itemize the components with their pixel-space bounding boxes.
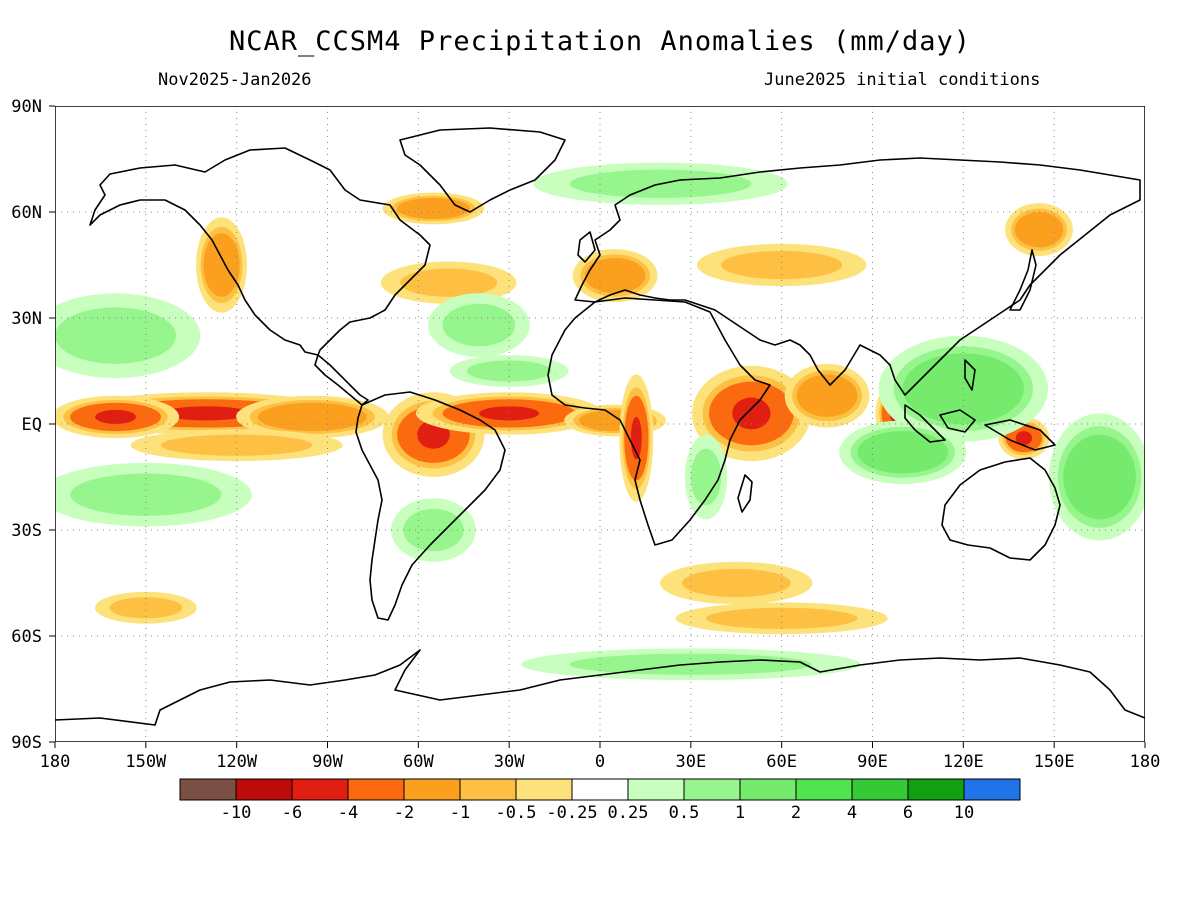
- coastline-madagascar: [737, 474, 753, 513]
- legend-color-box: [459, 778, 517, 801]
- legend-color-box: [235, 778, 293, 801]
- anomaly-region: [659, 561, 813, 605]
- legend-label: -10: [221, 803, 252, 823]
- legend-color-box: [907, 778, 965, 801]
- anomaly-region: [675, 602, 888, 635]
- legend-label: -2: [394, 803, 414, 823]
- longitude-label: 180: [40, 752, 71, 772]
- anomaly-region: [382, 192, 485, 225]
- legend-color-box: [515, 778, 573, 801]
- anomaly-region: [839, 420, 967, 485]
- anomaly-region: [692, 365, 811, 462]
- anomaly-region: [55, 293, 201, 379]
- longitude-label: 0: [595, 752, 605, 772]
- legend-label: -0.5: [496, 803, 537, 823]
- legend-label: -6: [282, 803, 302, 823]
- anomaly-region: [380, 261, 517, 304]
- latitude-label: 60N: [11, 203, 42, 223]
- latitude-label: 60S: [11, 627, 42, 647]
- coastline-central-america: [314, 354, 369, 406]
- longitude-label: 150E: [1034, 752, 1075, 772]
- anomaly-region: [784, 363, 870, 428]
- anomaly-region: [619, 374, 654, 502]
- legend-label: -4: [338, 803, 358, 823]
- coastline-eurasia: [574, 157, 1141, 396]
- anomaly-region: [1048, 413, 1145, 541]
- legend-color-box: [739, 778, 797, 801]
- latitude-label: 90S: [11, 733, 42, 753]
- legend-color-box: [291, 778, 349, 801]
- legend-color-box: [627, 778, 685, 801]
- latitude-labels: 90N 60N 30N EQ 30S 60S 90S: [11, 97, 55, 753]
- coastline-japan: [1009, 249, 1037, 311]
- forecast-period-label: Nov2025-Jan2026: [158, 70, 312, 90]
- legend-labels: -10 -6 -4 -2 -1 -0.5 -0.25 0.25 0.5 1 2 4 6 10: [221, 803, 975, 823]
- legend-color-box: [963, 778, 1021, 801]
- legend-label: 4: [847, 803, 857, 823]
- coastline-greenland: [399, 127, 566, 213]
- longitude-label: 90E: [857, 752, 888, 772]
- legend-label: 0.25: [608, 803, 649, 823]
- legend-color-box: [683, 778, 741, 801]
- anomaly-fields: [55, 162, 1145, 681]
- coastline-north-america: [89, 147, 431, 356]
- legend-color-box: [795, 778, 853, 801]
- latitude-label: 30N: [11, 309, 42, 329]
- anomaly-region: [415, 392, 603, 435]
- gridlines: [55, 106, 1145, 742]
- legend-label: 10: [954, 803, 974, 823]
- legend-color-box: [851, 778, 909, 801]
- longitude-label: 180: [1130, 752, 1161, 772]
- legend-color-box: [347, 778, 405, 801]
- longitude-label: 60W: [403, 752, 434, 772]
- anomaly-region: [236, 395, 389, 439]
- anomaly-region: [1005, 203, 1073, 257]
- coastline-antarctica: [55, 649, 1145, 726]
- legend-label: 0.5: [669, 803, 700, 823]
- coastlines: [55, 127, 1145, 726]
- longitude-label: 30W: [494, 752, 525, 772]
- latitude-label: 30S: [11, 521, 42, 541]
- coastline-africa: [547, 297, 771, 546]
- legend-label: 1: [735, 803, 745, 823]
- longitude-labels: 180 150W 120W 90W 60W 30W 0 30E 60E 90E 120E 150E 18…: [40, 742, 1161, 772]
- anomaly-region: [684, 434, 728, 520]
- legend-color-box: [571, 778, 629, 801]
- anomaly-region: [130, 429, 343, 462]
- anomaly-region: [572, 249, 658, 303]
- longitude-label: 60E: [766, 752, 797, 772]
- coastline-maritime-continent: [904, 359, 1056, 451]
- anomaly-region: [696, 243, 867, 287]
- anomaly-region: [55, 395, 180, 439]
- legend-label: 6: [903, 803, 913, 823]
- legend-label: -0.25: [546, 803, 597, 823]
- legend-label: -1: [450, 803, 470, 823]
- longitude-label: 120E: [943, 752, 984, 772]
- coastline-australia: [941, 457, 1061, 561]
- legend-color-box: [179, 778, 237, 801]
- anomaly-region: [94, 591, 197, 624]
- anomaly-region: [196, 217, 247, 313]
- map-title: NCAR_CCSM4 Precipitation Anomalies (mm/d…: [229, 26, 971, 57]
- coastline-south-america: [355, 391, 506, 621]
- coastline-uk: [577, 231, 596, 263]
- longitude-label: 120W: [216, 752, 258, 772]
- legend-color-boxes: [179, 778, 1021, 801]
- longitude-label: 30E: [675, 752, 706, 772]
- anomaly-region: [55, 462, 252, 527]
- anomaly-region: [428, 293, 530, 357]
- latitude-label: EQ: [22, 415, 42, 435]
- longitude-label: 150W: [125, 752, 167, 772]
- latitude-label: 90N: [11, 97, 42, 117]
- initial-conditions-label: June2025 initial conditions: [764, 70, 1041, 90]
- legend-label: 2: [791, 803, 801, 823]
- anomaly-region: [449, 355, 569, 387]
- longitude-label: 90W: [312, 752, 343, 772]
- legend-color-box: [403, 778, 461, 801]
